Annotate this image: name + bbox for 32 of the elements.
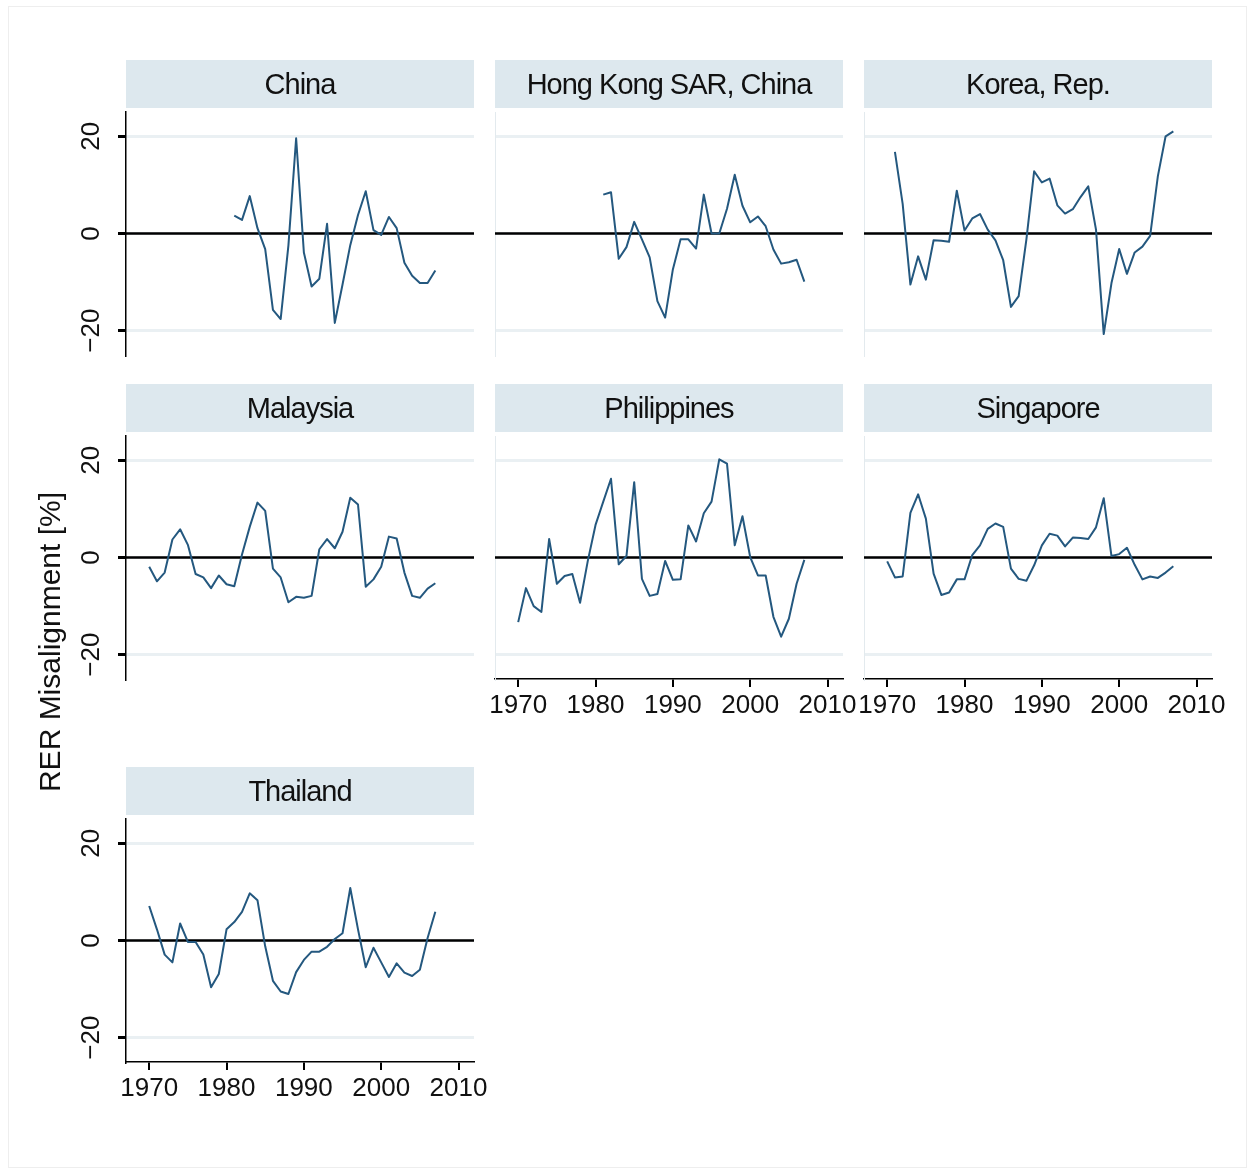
- y-tick-label: −20: [75, 308, 106, 353]
- x-tick-label: 1970: [120, 1071, 179, 1102]
- y-axis-title: RER Misalignment [%]: [33, 491, 68, 793]
- y-tick-label: 0: [75, 933, 106, 948]
- x-tick-label: 1970: [489, 688, 548, 719]
- x-tick-label: 2010: [429, 1071, 488, 1102]
- chart-title: Philippines: [495, 384, 843, 432]
- y-tick-label: −20: [75, 632, 106, 677]
- chart-title: Korea, Rep.: [864, 60, 1212, 108]
- x-tick-label: 2000: [352, 1071, 411, 1102]
- chart-title: Hong Kong SAR, China: [495, 60, 843, 108]
- chart-title: China: [126, 60, 474, 108]
- y-tick-label: 20: [75, 445, 106, 475]
- x-tick-label: 2000: [721, 688, 780, 719]
- x-tick-label: 1980: [566, 688, 625, 719]
- y-tick-label: 0: [75, 550, 106, 565]
- y-tick-label: 20: [75, 828, 106, 858]
- x-tick-label: 2010: [1167, 688, 1226, 719]
- x-tick-label: 1980: [197, 1071, 256, 1102]
- chart-title: Malaysia: [126, 384, 474, 432]
- x-tick-label: 1990: [274, 1071, 333, 1102]
- chart-title: Thailand: [126, 767, 474, 815]
- x-tick-label: 1970: [858, 688, 917, 719]
- y-tick-label: −20: [75, 1015, 106, 1060]
- x-tick-label: 1990: [643, 688, 702, 719]
- x-tick-label: 1990: [1012, 688, 1071, 719]
- x-tick-label: 2010: [798, 688, 857, 719]
- x-tick-label: 1980: [935, 688, 994, 719]
- y-tick-label: 0: [75, 226, 106, 241]
- y-tick-label: 20: [75, 121, 106, 151]
- chart-title: Singapore: [864, 384, 1212, 432]
- x-tick-label: 2000: [1090, 688, 1149, 719]
